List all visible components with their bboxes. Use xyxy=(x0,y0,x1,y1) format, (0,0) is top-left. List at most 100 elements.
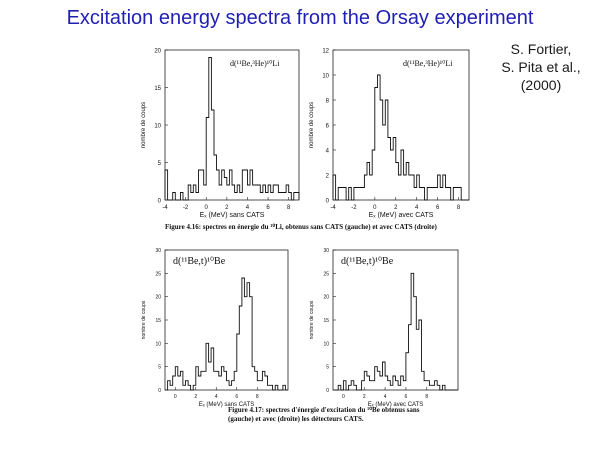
y-tick-label: 5 xyxy=(326,365,329,371)
histogram-bin xyxy=(432,188,435,201)
histogram-bin xyxy=(196,367,199,390)
y-tick-label: 15 xyxy=(154,86,161,92)
histogram-bin xyxy=(209,58,212,201)
histogram-panel-3: 0 2 4 6 8 0 5 10 15 20 25 30 Eₓ (MeV) sans CATS nombr… xyxy=(141,248,289,408)
panel-reaction-title: d(¹¹Be,³He)¹⁰Li xyxy=(403,59,453,68)
histogram-bin xyxy=(411,273,414,390)
histogram-bin xyxy=(364,175,367,200)
x-axis-label: Eₓ (MeV) avec CATS xyxy=(368,402,424,408)
histogram-bin xyxy=(284,193,287,201)
histogram-bin xyxy=(268,185,271,200)
histogram-bin xyxy=(273,185,276,200)
histogram-bin xyxy=(276,185,279,200)
histogram-bin xyxy=(343,381,346,390)
histogram-bin xyxy=(227,381,230,390)
histogram-bin xyxy=(178,376,181,390)
x-tick-label: 2 xyxy=(194,394,197,400)
histogram-bin xyxy=(422,188,425,201)
x-tick-label: 6 xyxy=(266,205,270,211)
histogram-bin xyxy=(416,329,419,390)
histogram-bin xyxy=(237,334,240,390)
histogram-bin xyxy=(385,376,388,390)
histogram-bin xyxy=(401,376,404,390)
histogram-series-line xyxy=(332,74,469,201)
histogram-bin xyxy=(175,367,178,390)
histogram-bin xyxy=(180,193,183,201)
histogram-bin xyxy=(211,348,214,390)
histogram-bin xyxy=(372,150,375,200)
histogram-bin xyxy=(393,138,396,201)
x-tick-label: 0 xyxy=(205,205,209,211)
histogram-bin xyxy=(359,188,362,201)
histogram-bin xyxy=(333,175,336,200)
histogram-bin xyxy=(214,155,217,200)
histogram-bin xyxy=(338,385,341,390)
histogram-bin xyxy=(354,188,357,201)
histogram-bin xyxy=(278,193,281,201)
histogram-bin xyxy=(252,367,255,390)
histogram-bin xyxy=(406,353,409,390)
histogram-bin xyxy=(245,170,248,200)
histogram-bin xyxy=(388,381,391,390)
histogram-bin xyxy=(396,381,399,390)
histogram-panel-1: -4 -2 0 2 4 6 8 0 5 10 15 20 Eₓ (MeV) sans CATS nombr… xyxy=(141,49,300,219)
figure-4-17-caption: Figure 4.17: spectres d'énergie d'excita… xyxy=(228,406,428,424)
figure-4-17-caption-line2: (gauche) et avec (droite) les détecteurs… xyxy=(228,415,364,423)
histogram-bin xyxy=(209,362,212,390)
histogram-bin xyxy=(435,188,438,201)
histogram-bin xyxy=(170,385,173,390)
histogram-bin xyxy=(275,385,278,390)
histogram-bin xyxy=(186,381,189,390)
histogram-bin xyxy=(193,185,196,200)
figure-4-17-caption-line1: Figure 4.17: spectres d'énergie d'excita… xyxy=(228,406,420,414)
histogram-bin xyxy=(270,385,273,390)
histogram-bin xyxy=(380,376,383,390)
histogram-bin xyxy=(396,163,399,201)
x-tick-label: 2 xyxy=(394,205,398,211)
histogram-bin xyxy=(409,325,412,390)
histogram-bin xyxy=(383,125,386,200)
histogram-bin xyxy=(253,185,256,200)
histogram-bin xyxy=(380,100,383,200)
histogram-bin xyxy=(229,170,232,200)
histogram-bin xyxy=(271,193,274,201)
histogram-bin xyxy=(244,297,247,390)
histogram-bin xyxy=(456,188,459,201)
histogram-bin xyxy=(262,371,265,390)
y-tick-label: 10 xyxy=(155,341,161,347)
x-tick-label: 8 xyxy=(425,394,428,400)
x-tick-label: 8 xyxy=(457,205,461,211)
y-tick-label: 10 xyxy=(154,124,161,130)
histogram-bin xyxy=(406,163,409,201)
y-axis-label: nombre de coups xyxy=(141,300,147,339)
histogram-bin xyxy=(422,371,425,390)
histogram-bin xyxy=(459,188,462,201)
histogram-bin xyxy=(237,185,240,200)
histogram-bin xyxy=(377,75,380,200)
credit-line-year: (2000) xyxy=(520,77,562,93)
histogram-bin xyxy=(409,175,412,200)
histogram-bin xyxy=(242,170,245,200)
histogram-bin xyxy=(286,185,289,200)
y-tick-label: 10 xyxy=(323,341,329,347)
y-tick-label: 20 xyxy=(154,49,161,55)
x-tick-label: -4 xyxy=(162,205,168,211)
histogram-bin xyxy=(385,100,388,200)
histogram-bin xyxy=(367,163,370,201)
y-tick-label: 0 xyxy=(158,388,161,394)
x-tick-label: 0 xyxy=(174,394,177,400)
x-tick-label: 8 xyxy=(287,205,291,211)
histogram-bin xyxy=(260,381,263,390)
y-tick-label: 10 xyxy=(322,74,329,80)
histogram-bin xyxy=(424,381,427,390)
histogram-bin xyxy=(173,193,176,201)
histogram-bin xyxy=(398,175,401,200)
histogram-bin xyxy=(222,170,225,200)
histogram-bin xyxy=(173,376,176,390)
histogram-bin xyxy=(235,193,238,201)
histogram-bin xyxy=(414,188,417,201)
histogram-bin xyxy=(372,381,375,390)
histogram-bin xyxy=(398,385,401,390)
histogram-bin xyxy=(224,371,227,390)
histogram-bin xyxy=(419,188,422,201)
